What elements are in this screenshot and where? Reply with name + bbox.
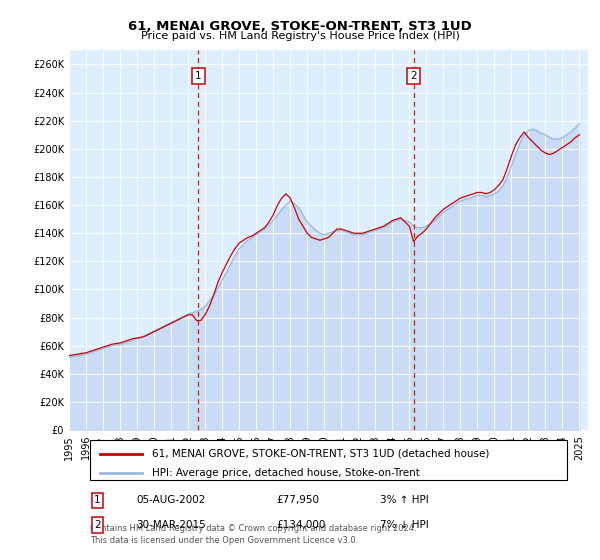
Text: Price paid vs. HM Land Registry's House Price Index (HPI): Price paid vs. HM Land Registry's House … bbox=[140, 31, 460, 41]
Text: 05-AUG-2002: 05-AUG-2002 bbox=[136, 495, 206, 505]
Text: 1: 1 bbox=[94, 495, 101, 505]
Text: Contains HM Land Registry data © Crown copyright and database right 2024.
This d: Contains HM Land Registry data © Crown c… bbox=[90, 524, 416, 545]
FancyBboxPatch shape bbox=[90, 440, 567, 480]
Text: 61, MENAI GROVE, STOKE-ON-TRENT, ST3 1UD: 61, MENAI GROVE, STOKE-ON-TRENT, ST3 1UD bbox=[128, 20, 472, 32]
Text: HPI: Average price, detached house, Stoke-on-Trent: HPI: Average price, detached house, Stok… bbox=[152, 468, 420, 478]
Text: 30-MAR-2015: 30-MAR-2015 bbox=[136, 520, 206, 530]
Text: 2: 2 bbox=[410, 71, 417, 81]
Text: £134,000: £134,000 bbox=[277, 520, 326, 530]
Text: 2: 2 bbox=[94, 520, 101, 530]
Text: 7% ↓ HPI: 7% ↓ HPI bbox=[380, 520, 429, 530]
Text: 3% ↑ HPI: 3% ↑ HPI bbox=[380, 495, 429, 505]
Text: £77,950: £77,950 bbox=[277, 495, 320, 505]
Text: 61, MENAI GROVE, STOKE-ON-TRENT, ST3 1UD (detached house): 61, MENAI GROVE, STOKE-ON-TRENT, ST3 1UD… bbox=[152, 449, 490, 459]
Text: 1: 1 bbox=[195, 71, 202, 81]
